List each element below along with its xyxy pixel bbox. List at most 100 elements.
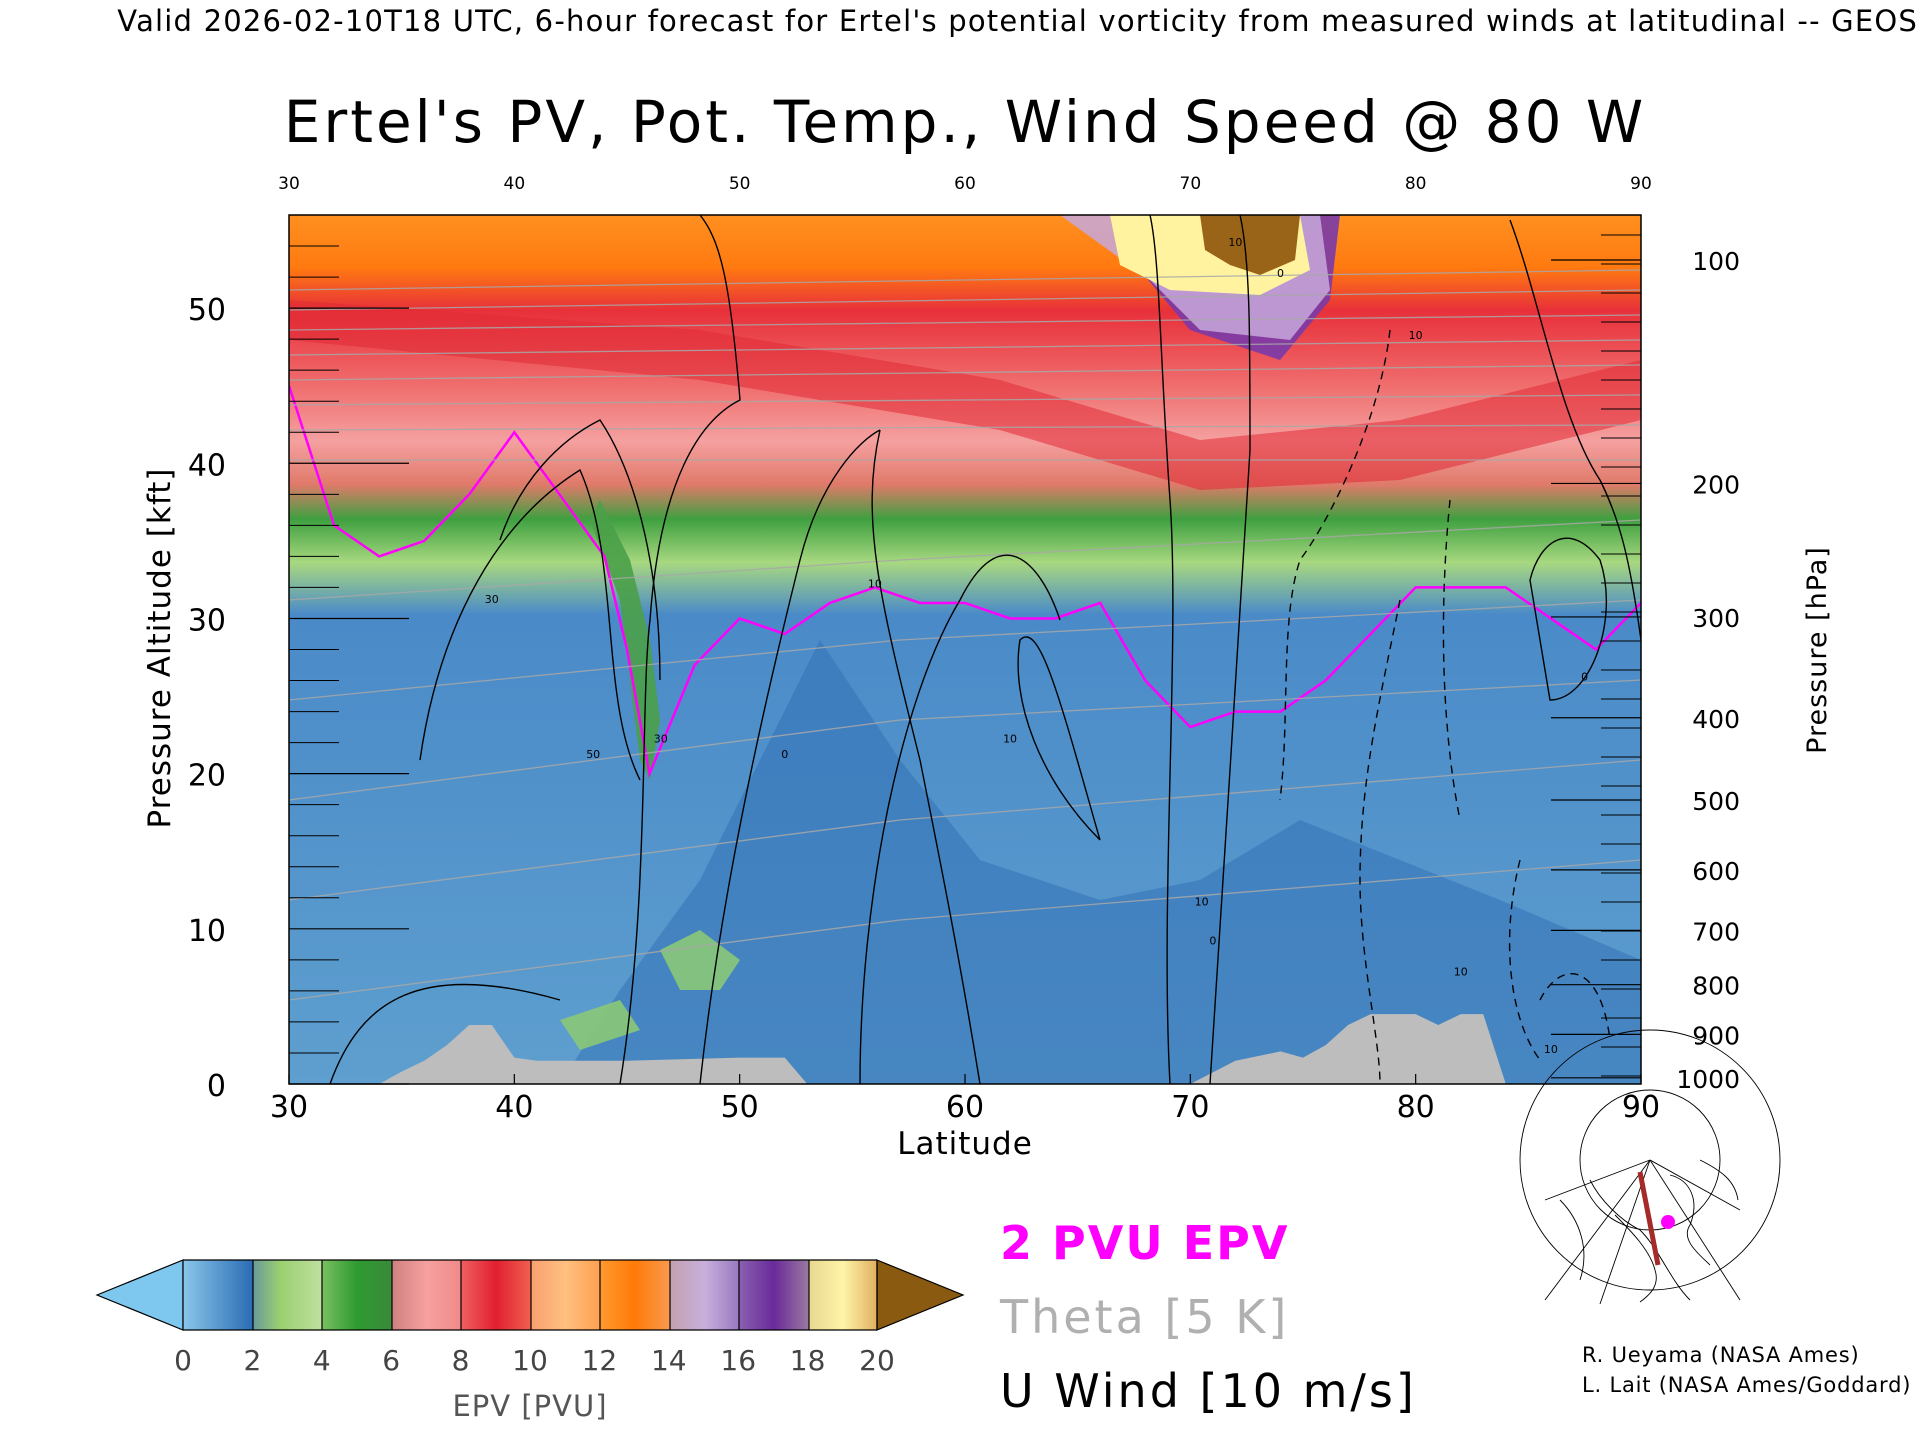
inset-section-line bbox=[1637, 1171, 1661, 1266]
colorbar-segment-16-18 bbox=[739, 1260, 809, 1330]
x-top-tick-label: 80 bbox=[1405, 174, 1427, 194]
inset-location-marker bbox=[1661, 1215, 1675, 1229]
y-tick-label: 20 bbox=[188, 759, 226, 794]
pressure-tick-label: 300 bbox=[1692, 604, 1740, 633]
x-axis-title: Latitude bbox=[897, 1126, 1033, 1162]
y-axis-right-title: Pressure [hPa] bbox=[1802, 546, 1833, 754]
colorbar-title: EPV [PVU] bbox=[452, 1389, 607, 1423]
u-wind-label: 30 bbox=[654, 733, 668, 746]
credits: R. Ueyama (NASA Ames) L. Lait (NASA Ames… bbox=[1582, 1340, 1911, 1400]
y-tick-label: 10 bbox=[188, 914, 226, 949]
u-wind-label: 0 bbox=[1277, 267, 1284, 280]
x-tick-label: 30 bbox=[270, 1090, 308, 1125]
y-tick-label: 30 bbox=[188, 603, 226, 638]
colorbar-segment-6-8 bbox=[392, 1260, 461, 1330]
credit-line-1: R. Ueyama (NASA Ames) bbox=[1582, 1343, 1860, 1367]
y-axis-right-ticks: 100 200 300 400 500 600 700 800 900 1000 bbox=[1551, 234, 1740, 1094]
y-tick-label: 40 bbox=[188, 448, 226, 483]
colorbar-segment-12-14 bbox=[600, 1260, 670, 1330]
pressure-tick-label: 700 bbox=[1692, 917, 1740, 946]
colorbar-segment-0-2 bbox=[183, 1260, 253, 1330]
u-wind-label: 0 bbox=[1209, 934, 1216, 947]
x-top-tick-label: 90 bbox=[1630, 174, 1652, 194]
pressure-tick-label: 800 bbox=[1692, 972, 1740, 1001]
u-wind-label: 0 bbox=[1581, 671, 1588, 684]
pressure-tick-label: 600 bbox=[1692, 857, 1740, 886]
colorbar-tick-label: 12 bbox=[582, 1344, 618, 1377]
pv-lowlevel-darkblue bbox=[560, 640, 1641, 1084]
pressure-tick-label: 900 bbox=[1692, 1021, 1740, 1050]
theta-contours bbox=[289, 269, 1641, 1001]
x-top-tick-label: 30 bbox=[278, 174, 300, 194]
x-tick-label: 70 bbox=[1171, 1090, 1209, 1125]
u-wind-label: 10 bbox=[1228, 236, 1242, 249]
x-tick-label: 60 bbox=[946, 1090, 984, 1125]
x-top-tick-label: 70 bbox=[1180, 174, 1202, 194]
pressure-tick-label: 1000 bbox=[1676, 1065, 1740, 1094]
colorbar-tick-label: 4 bbox=[313, 1344, 331, 1377]
u-wind-contours bbox=[329, 215, 1641, 1084]
pv-lowlevel-green-patches bbox=[560, 930, 740, 1050]
x-top-tick-label: 50 bbox=[729, 174, 751, 194]
u-wind-label: 10 bbox=[1409, 329, 1423, 342]
y-tick-label: 0 bbox=[207, 1069, 226, 1104]
colorbar-tick-label: 20 bbox=[859, 1344, 895, 1377]
u-wind-label: 30 bbox=[485, 593, 499, 606]
u-wind-label: 0 bbox=[781, 748, 788, 761]
credit-line-2: L. Lait (NASA Ames/Goddard) bbox=[1582, 1373, 1912, 1397]
colorbar-segment-10-12 bbox=[531, 1260, 600, 1330]
x-tick-label: 50 bbox=[721, 1090, 759, 1125]
x-tick-label: 80 bbox=[1397, 1090, 1435, 1125]
colorbar-segment-18-20 bbox=[809, 1260, 877, 1330]
u-wind-dashed-contours bbox=[1279, 329, 1611, 1084]
colorbar-tick-label: 0 bbox=[174, 1344, 192, 1377]
forecast-description: Valid 2026-02-10T18 UTC, 6-hour forecast… bbox=[117, 4, 1918, 38]
pressure-tick-label: 400 bbox=[1692, 705, 1740, 734]
x-tick-label: 40 bbox=[495, 1090, 533, 1125]
colorbar-tick-label: 18 bbox=[790, 1344, 826, 1377]
legend-u-wind: U Wind [10 m/s] bbox=[1000, 1364, 1417, 1418]
pressure-tick-label: 200 bbox=[1692, 470, 1740, 499]
x-axis-bottom-ticks: 30 40 50 60 70 80 90 bbox=[270, 1074, 1660, 1125]
u-wind-label: 10 bbox=[1003, 733, 1017, 746]
legend-2pvu-epv: 2 PVU EPV bbox=[1000, 1216, 1290, 1270]
colorbar-tick-label: 6 bbox=[382, 1344, 400, 1377]
colorbar-tick-labels: 0 2 4 6 8 10 12 14 16 18 20 bbox=[174, 1344, 895, 1377]
colorbar-segment-4-6 bbox=[322, 1260, 392, 1330]
colorbar: 0 2 4 6 8 10 12 14 16 18 20 EPV [PVU] bbox=[95, 1259, 965, 1423]
pv-red-band bbox=[289, 300, 1641, 490]
colorbar-low-arrow bbox=[95, 1259, 184, 1331]
pv-field bbox=[289, 215, 1641, 1084]
y-axis-left-ticks: 0 10 20 30 40 50 bbox=[188, 245, 409, 1104]
x-tick-label: 90 bbox=[1622, 1090, 1660, 1125]
y-axis-left-title: Pressure Altitude [kft] bbox=[142, 468, 178, 829]
tropopause-2pvu-line bbox=[289, 385, 1641, 779]
chart-title: Ertel's PV, Pot. Temp., Wind Speed @ 80 … bbox=[283, 88, 1647, 156]
pressure-tick-label: 500 bbox=[1692, 787, 1740, 816]
u-wind-label: 10 bbox=[868, 577, 882, 590]
pressure-tick-label: 100 bbox=[1692, 247, 1740, 276]
pv-high-brown-region bbox=[1200, 215, 1300, 275]
x-axis-top-ticks: 30 40 50 60 70 80 90 bbox=[278, 174, 1652, 194]
colorbar-tick-label: 2 bbox=[243, 1344, 261, 1377]
x-top-tick-label: 40 bbox=[504, 174, 526, 194]
colorbar-tick-label: 8 bbox=[452, 1344, 470, 1377]
colorbar-segment-2-4 bbox=[253, 1260, 322, 1330]
inset-locator-map bbox=[1519, 1029, 1781, 1305]
u-wind-contour-labels: 10 0 30 10 10 10 0 30 50 10 10 0 10 0 bbox=[485, 236, 1588, 1056]
u-wind-label: 10 bbox=[1544, 1043, 1558, 1056]
colorbar-high-arrow bbox=[876, 1259, 965, 1331]
colorbar-tick-label: 14 bbox=[651, 1344, 687, 1377]
colorbar-tick-label: 10 bbox=[512, 1344, 548, 1377]
u-wind-label: 10 bbox=[1454, 965, 1468, 978]
y-tick-label: 50 bbox=[188, 293, 226, 328]
colorbar-tick-label: 16 bbox=[720, 1344, 756, 1377]
u-wind-label: 10 bbox=[1195, 896, 1209, 909]
colorbar-segment-8-10 bbox=[461, 1260, 531, 1330]
legend-theta: Theta [5 K] bbox=[1000, 1290, 1290, 1344]
colorbar-segment-14-16 bbox=[670, 1260, 739, 1330]
surface-topography bbox=[289, 1014, 1641, 1084]
x-top-tick-label: 60 bbox=[954, 174, 976, 194]
u-wind-label: 50 bbox=[586, 748, 600, 761]
